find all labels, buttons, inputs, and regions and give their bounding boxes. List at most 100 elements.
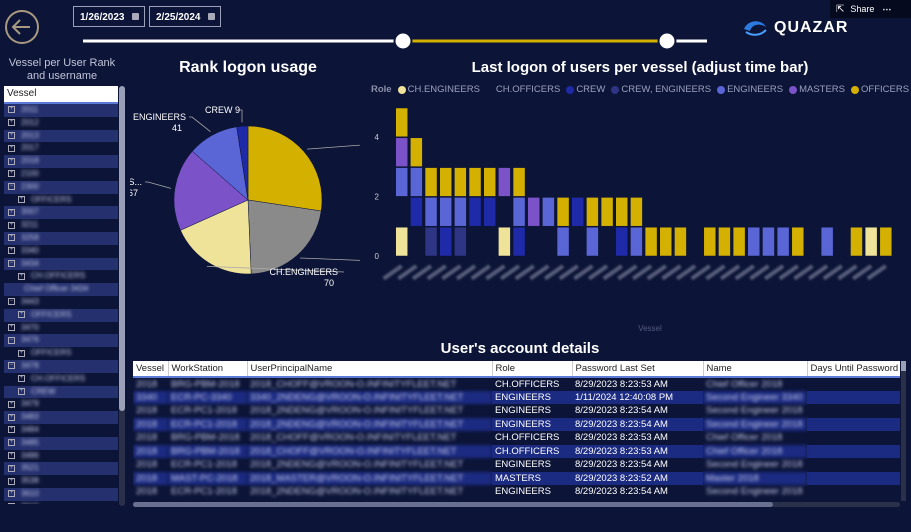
bar-segment[interactable] [512,226,526,257]
bar-segment[interactable] [703,226,717,257]
expand-icon[interactable]: + [8,426,15,434]
bar-segment[interactable] [483,197,496,227]
pie-slice-crew[interactable] [236,125,249,201]
expand-icon[interactable]: + [8,144,15,152]
expand-icon[interactable]: + [8,503,15,504]
tree-item[interactable]: +3483 [4,411,118,424]
tree-item[interactable]: +3007 [4,206,118,220]
table-row[interactable]: 3340 ECR-PC-3340 3340_2NDENG@VROON-O.INFIN… [133,390,900,404]
legend-item[interactable]: CREW [566,84,605,95]
tree-item[interactable]: +2017 [4,142,118,155]
slicer-scrollbar[interactable] [119,86,125,506]
bar-segment[interactable] [586,226,599,257]
bar-segment[interactable] [483,167,496,197]
expand-icon[interactable]: + [18,349,25,357]
bar-segment[interactable] [395,167,408,197]
more-options-button[interactable]: ⋯ [882,3,892,14]
date-range-slider[interactable] [80,30,712,52]
bar-segment[interactable] [600,197,614,227]
share-button[interactable]: ⇱ Share [830,4,882,15]
column-header[interactable]: Role [492,361,573,378]
bar-segment[interactable] [732,226,746,257]
column-header[interactable]: Days Until Password [807,361,900,378]
column-header[interactable]: Name [703,361,808,378]
bar-segment[interactable] [424,167,438,197]
tree-item[interactable]: +3521 [4,462,118,476]
tree-item[interactable]: Chief Officer 3434 [4,283,118,296]
start-date-input[interactable]: 1/26/2023 [73,6,145,27]
bar-segment[interactable] [879,226,893,257]
scrollbar-thumb[interactable] [133,502,773,507]
expand-icon[interactable]: + [18,375,25,383]
bar-segment[interactable] [820,226,834,257]
tree-item[interactable]: +3479 [4,398,118,411]
column-header[interactable]: WorkStation [168,361,248,378]
bar-segment[interactable] [571,197,584,227]
legend-item[interactable]: CREW, ENGINEERS [611,84,711,95]
bar-segment[interactable] [542,197,555,227]
column-header[interactable]: Vessel [133,361,169,378]
legend-item[interactable]: MASTERS [789,84,845,95]
tree-item[interactable]: +3470 [4,322,118,335]
slider-start-handle[interactable] [393,31,413,51]
bar-segment[interactable] [410,137,423,167]
tree-item[interactable]: −2300 [4,180,118,194]
table-horizontal-scrollbar[interactable] [133,502,900,507]
bar-segment[interactable] [395,226,408,257]
bar-segment[interactable] [424,197,438,227]
table-row[interactable]: 2018 BRG-PBM-2018 2018_CHOFF@VROON-O.INFIN… [133,377,900,391]
bar-segment[interactable] [454,226,467,257]
bar-segment[interactable] [439,226,452,257]
expand-icon[interactable]: + [18,272,25,280]
tree-item[interactable]: + OFFICERS [4,194,118,207]
bar-segment[interactable] [439,167,452,197]
expand-icon[interactable]: + [8,400,15,408]
bar-segment[interactable] [644,226,658,257]
table-vertical-scrollbar[interactable] [901,361,906,501]
expand-icon[interactable]: + [8,157,15,165]
tree-item[interactable]: +3538 [4,475,118,488]
bar-segment[interactable] [512,197,526,227]
tree-item[interactable]: +3484 [4,424,118,437]
expand-icon[interactable]: + [8,208,15,216]
expand-icon[interactable]: + [18,311,25,319]
bar-segment[interactable] [498,167,511,197]
expand-icon[interactable]: + [8,247,15,255]
pie-slice-chengineers[interactable] [180,199,252,275]
bar-segment[interactable] [410,167,423,197]
back-button[interactable] [4,9,40,45]
bar-segment[interactable] [424,226,438,257]
bar-segment[interactable] [718,226,731,257]
expand-icon[interactable]: + [8,439,15,447]
table-row[interactable]: 2018 ECR-PC1-2018 2018_2NDENG@VROON-O.INFI… [133,404,900,418]
bar-segment[interactable] [747,226,761,257]
end-date-input[interactable]: 2/25/2024 [149,6,221,27]
tree-item[interactable]: −3443 [4,296,118,309]
table-row[interactable]: 2018 MAST-PC-2018 2018_MASTER@VROON-O.INFI… [133,471,900,485]
table-row[interactable]: 2018 ECR-PC1-2018 2018_2NDENG@VROON-O.INFI… [133,485,900,499]
expand-icon[interactable]: + [8,451,15,459]
expand-icon[interactable]: + [8,170,15,178]
bar-segment[interactable] [556,197,570,227]
tree-item[interactable]: +3486 [4,450,118,463]
bar-segment[interactable] [630,197,643,227]
collapse-icon[interactable]: − [8,298,15,306]
expand-icon[interactable]: + [8,221,15,229]
bar-segment[interactable] [395,107,408,138]
table-row[interactable]: 2018 BRG-PBM-2018 2018_CHOFF@VROON-O.INFIN… [133,444,900,458]
bar-segment[interactable] [468,167,482,197]
tree-item[interactable]: + CH.OFFICERS [4,270,118,283]
expand-icon[interactable]: + [8,490,15,498]
bar-segment[interactable] [410,197,423,227]
tree-item[interactable]: +2013 [4,129,118,143]
collapse-icon[interactable]: − [8,259,15,267]
bar-segment[interactable] [556,226,570,257]
tree-item[interactable]: −3476 [4,334,118,348]
column-header[interactable]: UserPrincipalName [247,361,493,378]
tree-item[interactable]: + OFFICERS [4,308,118,322]
expand-icon[interactable]: + [8,234,15,242]
tree-item[interactable]: −3434 [4,257,118,271]
tree-item[interactable]: +3258 [4,231,118,245]
slider-end-handle[interactable] [657,31,677,51]
bar-segment[interactable] [674,226,687,257]
